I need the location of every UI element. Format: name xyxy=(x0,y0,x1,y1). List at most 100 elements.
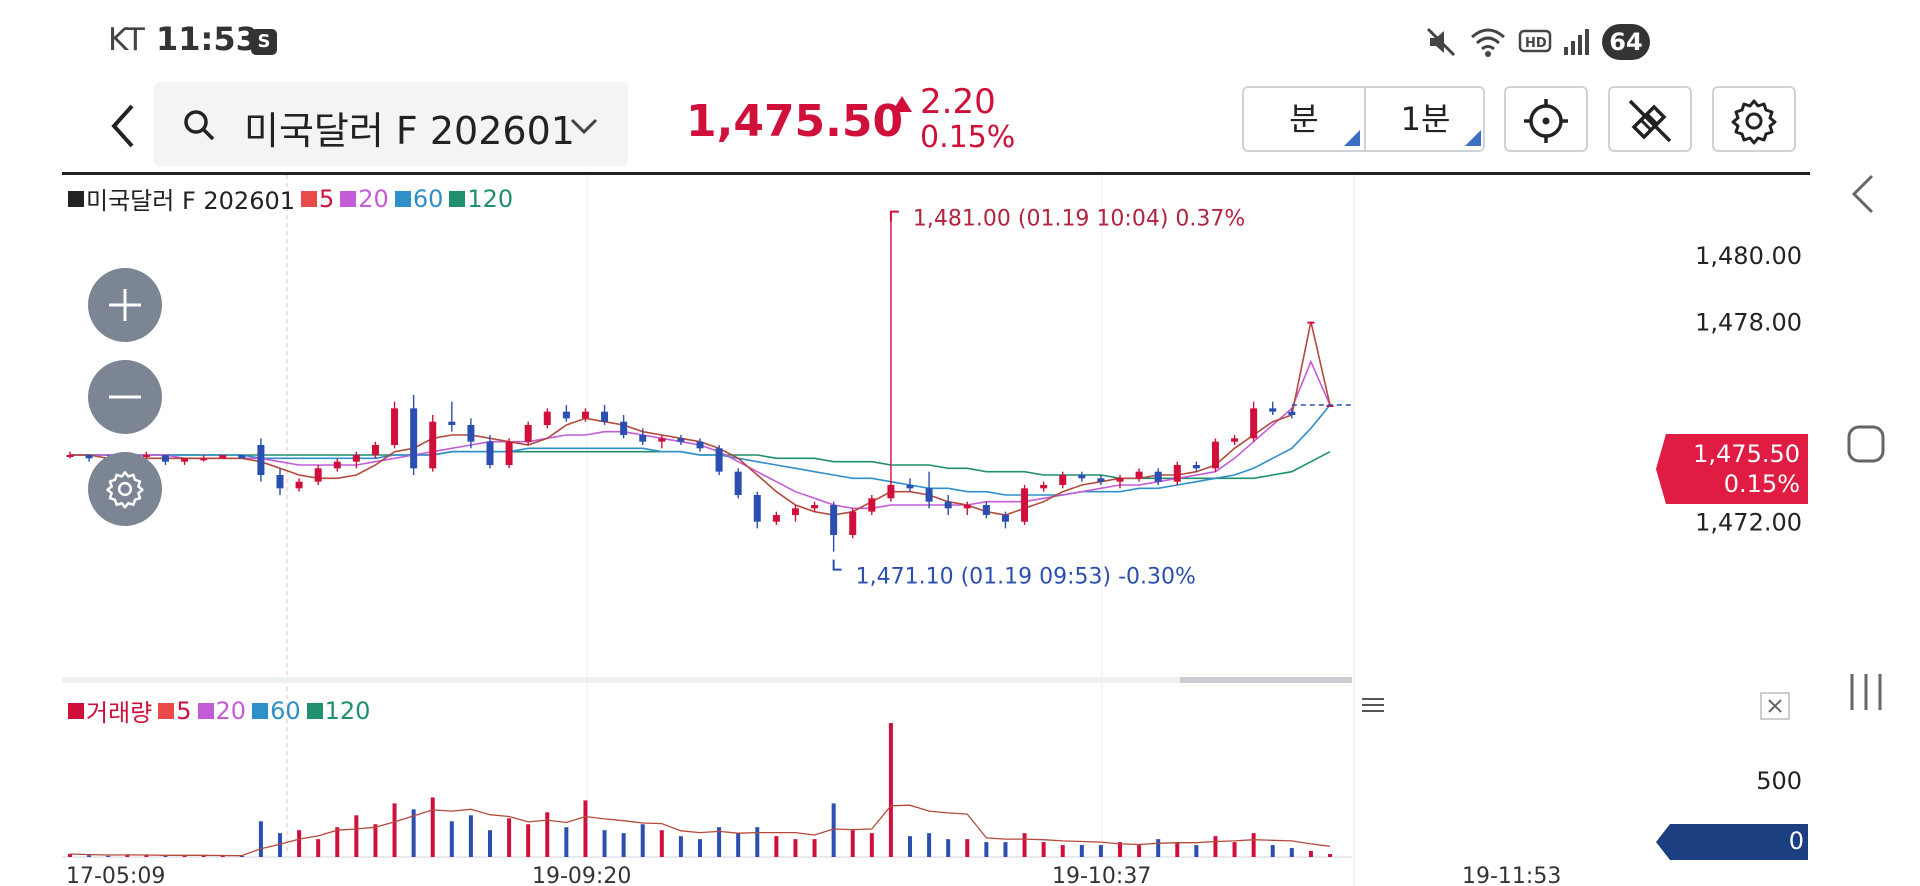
candle-body xyxy=(314,468,322,482)
drawing-tool-button[interactable] xyxy=(1608,86,1692,152)
candle-body xyxy=(467,425,475,442)
volume-color-swatch xyxy=(68,702,84,719)
plus-icon xyxy=(109,289,141,321)
ma20-label: 20 xyxy=(358,184,389,213)
volume-bar xyxy=(297,830,302,857)
interval-selector: 분 1분 xyxy=(1242,86,1485,152)
candle-body xyxy=(371,445,379,455)
volume-bar xyxy=(335,827,340,857)
candle-body xyxy=(1231,438,1239,442)
y-tick-label: 1,472.00 xyxy=(1695,509,1802,537)
volume-bar xyxy=(1289,848,1294,857)
y-tick-label: 1,478.00 xyxy=(1695,309,1802,337)
candle-body xyxy=(410,408,418,469)
chart-area[interactable]: 1,480.001,478.001,474.001,472.0017-05:09… xyxy=(62,175,1810,886)
candle-body xyxy=(85,455,93,459)
interval-label: 1분 xyxy=(1400,100,1451,138)
volume-bar xyxy=(1041,842,1046,857)
hd-voice-icon: HD xyxy=(1518,29,1552,53)
volume-bar xyxy=(106,855,111,857)
volume-bar xyxy=(411,809,416,857)
candle-body xyxy=(1097,478,1105,482)
candle-body xyxy=(1192,465,1200,469)
volume-bar xyxy=(698,839,702,857)
vol-ma60-swatch xyxy=(252,702,269,719)
unit-type-button[interactable]: 분 xyxy=(1244,88,1366,150)
candle-body xyxy=(1021,488,1029,522)
ma120-label: 120 xyxy=(467,184,514,213)
nav-home-icon[interactable] xyxy=(1846,424,1886,464)
ma60-line xyxy=(70,404,1331,496)
high-annotation: 1,481.00 (01.19 10:04) 0.37% xyxy=(913,207,1245,232)
volume-bar xyxy=(774,836,779,857)
x-tick-label: 19-11:53 xyxy=(1462,864,1561,886)
ma60-swatch xyxy=(394,190,411,207)
pane-divider xyxy=(62,677,1352,683)
candle-body xyxy=(1269,408,1277,412)
volume-bar xyxy=(583,800,588,857)
candle-body xyxy=(161,455,169,462)
android-nav-bar xyxy=(1810,0,1920,886)
chart-top-rule xyxy=(62,172,1810,175)
candle-body xyxy=(1078,475,1086,479)
volume-bar xyxy=(201,855,206,857)
candle-body xyxy=(1135,471,1143,479)
candle-body xyxy=(333,461,341,469)
volume-bar xyxy=(354,815,359,857)
volume-bar xyxy=(1328,854,1332,857)
product-search-box[interactable]: 미국달러 F 202601 xyxy=(154,82,628,166)
volume-bar xyxy=(564,827,569,857)
x-tick-label: 19-10:37 xyxy=(1052,864,1151,886)
price-tag-percent: 0.15% xyxy=(1723,470,1800,498)
volume-bar xyxy=(946,839,951,857)
volume-bar xyxy=(908,836,912,857)
candle-body xyxy=(887,485,895,499)
back-button[interactable] xyxy=(100,96,148,156)
volume-bar xyxy=(602,830,607,857)
current-volume-tag: 0 xyxy=(1656,824,1808,860)
candle-body xyxy=(1059,475,1067,485)
volume-bar xyxy=(1137,845,1142,857)
volume-bar xyxy=(449,821,454,857)
price-legend: 미국달러 F 202601 5 20 60 120 xyxy=(66,181,517,216)
volume-menu-icon[interactable] xyxy=(1362,698,1384,712)
candle-body xyxy=(963,505,971,509)
candle-body xyxy=(1326,405,1334,407)
volume-bar xyxy=(1022,833,1027,857)
candle-body xyxy=(200,458,208,461)
nav-recents-icon[interactable] xyxy=(1846,670,1886,714)
volume-bar xyxy=(678,836,683,857)
ma60-label: 60 xyxy=(412,184,444,213)
volume-bar xyxy=(316,839,321,857)
crosshair-button[interactable] xyxy=(1504,86,1588,152)
zoom-in-button[interactable] xyxy=(88,268,162,342)
candle-body xyxy=(1288,411,1296,415)
chart-canvas[interactable]: 1,480.001,478.001,474.001,472.0017-05:09… xyxy=(62,175,1810,886)
candle-body xyxy=(811,505,819,509)
volume-bar xyxy=(831,803,836,857)
chart-settings-button[interactable] xyxy=(1712,86,1796,152)
price-up-icon xyxy=(892,96,912,112)
volume-bar xyxy=(1308,851,1313,857)
vol-ma5-swatch xyxy=(158,702,175,719)
carrier-label: KT xyxy=(108,22,145,58)
candle-body xyxy=(524,425,532,442)
vol-ma20-swatch xyxy=(197,702,214,719)
interval-button[interactable]: 1분 xyxy=(1366,88,1485,150)
nav-back-icon[interactable] xyxy=(1848,172,1878,216)
volume-bar xyxy=(965,839,970,857)
candle-body xyxy=(238,455,246,459)
volume-bar xyxy=(144,855,149,857)
candle-body xyxy=(868,498,876,512)
volume-bar xyxy=(869,833,874,857)
candle-body xyxy=(772,515,780,522)
indicator-settings-button[interactable] xyxy=(88,452,162,526)
zoom-out-button[interactable] xyxy=(88,360,162,434)
horizontal-scrollbar xyxy=(1180,677,1352,683)
volume-bar xyxy=(68,854,72,857)
volume-bar xyxy=(163,855,168,857)
app-notification-badge: S xyxy=(251,29,277,55)
series-name: 미국달러 F 202601 xyxy=(86,187,295,215)
candle-body xyxy=(1001,515,1009,522)
volume-bar xyxy=(793,839,798,857)
